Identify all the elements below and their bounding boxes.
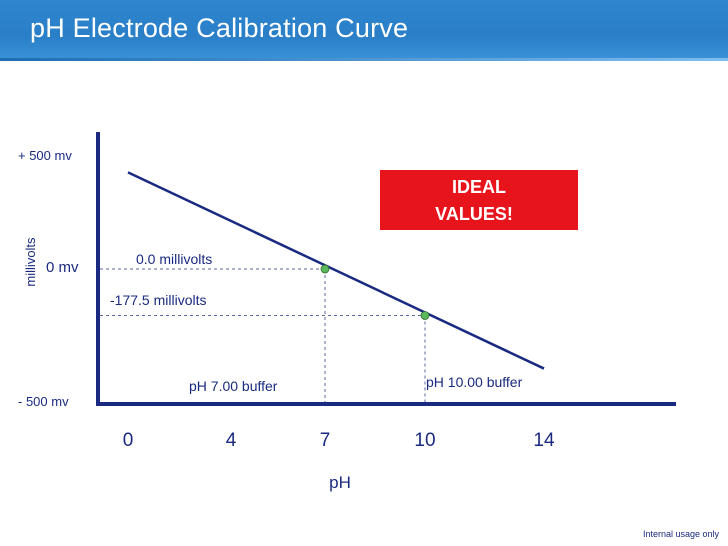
y-tick-label-0: 0 mv [46, 259, 79, 276]
y-tick-label-minus-500: - 500 mv [18, 394, 69, 409]
buffer-label-ph10: pH 10.00 buffer [426, 374, 523, 390]
header-accent-bar [0, 58, 728, 61]
calibration-line [127, 171, 545, 370]
x-tick-label-10: 10 [414, 430, 435, 451]
footer-note: Internal usage only [642, 529, 719, 539]
x-tick-label-7: 7 [320, 430, 331, 451]
x-axis [96, 402, 676, 406]
buffer-label-ph7: pH 7.00 buffer [189, 378, 278, 394]
x-axis-label: pH [329, 473, 351, 492]
y-axis-label: millivolts [23, 237, 38, 287]
data-point-ph7 [320, 264, 330, 274]
value-label-ph7: 0.0 millivolts [136, 251, 212, 267]
ideal-values-box [380, 170, 578, 230]
x-tick-label-4: 4 [226, 430, 237, 451]
y-tick-label-500: + 500 mv [18, 148, 72, 163]
y-axis [96, 132, 100, 406]
slide-header: pH Electrode Calibration Curve [0, 0, 728, 60]
page-title: pH Electrode Calibration Curve [30, 13, 409, 43]
data-point-ph10 [420, 311, 430, 320]
x-tick-label-14: 14 [533, 430, 555, 451]
ideal-values-line-1: IDEAL [452, 177, 506, 197]
ideal-values-line-2: VALUES! [435, 204, 513, 224]
x-tick-label-0: 0 [123, 430, 134, 451]
value-label-ph10: -177.5 millivolts [110, 292, 206, 308]
